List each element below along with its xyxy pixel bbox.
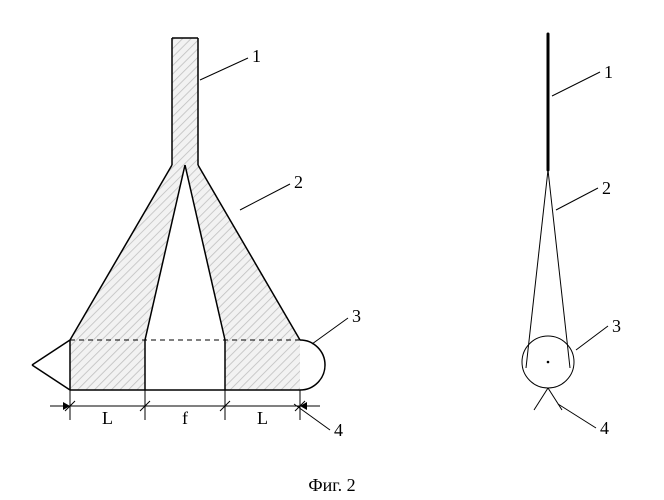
svg-text:1: 1 bbox=[252, 46, 261, 66]
svg-text:2: 2 bbox=[294, 172, 303, 192]
svg-text:2: 2 bbox=[602, 178, 611, 198]
caption-text: Фиг. 2 bbox=[308, 475, 355, 495]
svg-text:L: L bbox=[102, 408, 113, 428]
svg-text:f: f bbox=[182, 408, 188, 428]
figure-caption: Фиг. 2 bbox=[0, 475, 664, 496]
svg-text:4: 4 bbox=[600, 418, 609, 438]
figure: Lf L 1 2 3 4 1 2 3 4 bbox=[0, 0, 664, 500]
svg-text:1: 1 bbox=[604, 62, 613, 82]
svg-text:L: L bbox=[257, 408, 268, 428]
svg-text:3: 3 bbox=[612, 316, 621, 336]
svg-text:3: 3 bbox=[352, 306, 361, 326]
svg-text:4: 4 bbox=[334, 420, 343, 440]
